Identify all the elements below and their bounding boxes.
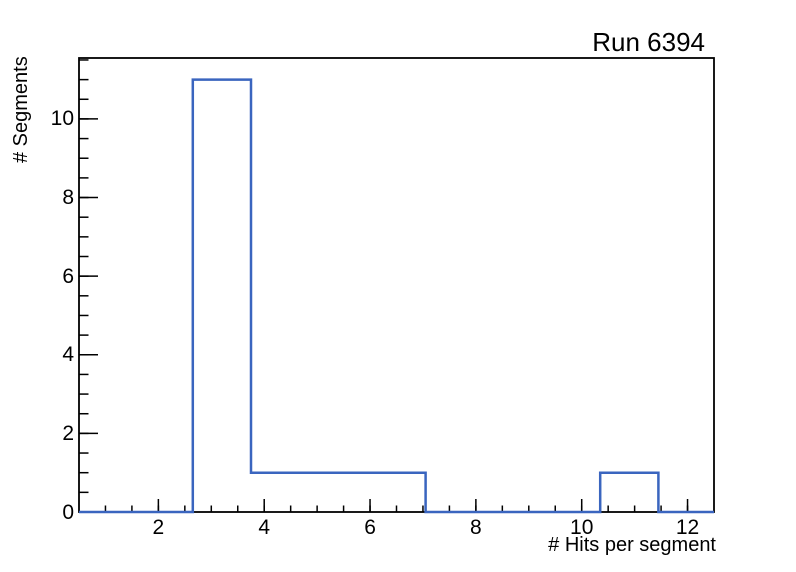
y-tick-label-4: 4: [62, 343, 74, 367]
x-tick-label-10: 10: [570, 516, 594, 539]
frame-border: [78, 57, 715, 513]
y-tick-label-0: 0: [62, 500, 74, 524]
x-axis-title: # Hits per segment: [548, 534, 716, 556]
chart-title: Run 6394: [592, 27, 705, 57]
y-axis-title: # Segments: [10, 56, 32, 163]
x-tick-label-8: 8: [470, 516, 482, 539]
y-tick-label-10: 10: [50, 107, 74, 131]
x-tick-label-6: 6: [364, 516, 376, 539]
plot-frame: [78, 57, 715, 514]
y-tick-label-8: 8: [62, 186, 74, 210]
histogram-plot: [78, 57, 715, 514]
y-tick-label-6: 6: [62, 264, 74, 288]
x-tick-label-2: 2: [152, 516, 165, 539]
x-tick-label-4: 4: [258, 516, 271, 539]
y-tick-label-2: 2: [62, 421, 74, 445]
x-tick-label-12: 12: [675, 516, 700, 539]
histogram-outline: [79, 78, 714, 514]
